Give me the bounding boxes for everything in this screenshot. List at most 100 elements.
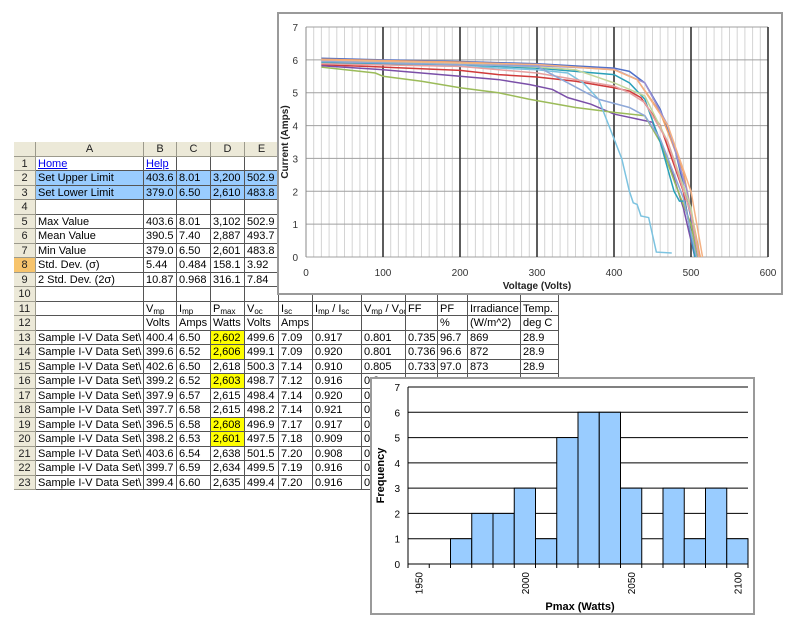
cell-d9[interactable]: 316.1 (211, 272, 245, 287)
cell-e5[interactable]: 502.9 (245, 214, 279, 229)
cell-i11[interactable]: FF (406, 301, 438, 316)
row-header-7[interactable]: 7 (14, 243, 36, 258)
cell-d15[interactable]: 2,618 (211, 359, 245, 374)
cell-c19[interactable]: 6.58 (177, 417, 211, 432)
pmax-histogram-chart[interactable]: 0 1 2 3 4 5 6 7 1950 2000 2050 2100 Pmax (Watts) Freq… (370, 377, 755, 615)
cell-g21[interactable]: 0.908 (313, 446, 362, 461)
cell-c14[interactable]: 6.52 (177, 345, 211, 360)
cell-b10[interactable] (144, 287, 177, 302)
cell-d19[interactable]: 2,608 (211, 417, 245, 432)
cell-b17[interactable]: 397.9 (144, 388, 177, 403)
cell-l11[interactable]: Temp. (521, 301, 559, 316)
row-header-23[interactable]: 23 (14, 475, 36, 490)
cell-k15[interactable]: 873 (468, 359, 521, 374)
select-all-corner[interactable] (14, 142, 36, 157)
cell-e22[interactable]: 499.5 (245, 461, 279, 476)
cell-i14[interactable]: 0.736 (406, 345, 438, 360)
cell-b19[interactable]: 396.5 (144, 417, 177, 432)
cell-a12[interactable] (36, 316, 144, 331)
row-header-18[interactable]: 18 (14, 403, 36, 418)
cell-a1[interactable]: Home (36, 156, 144, 171)
cell-f23[interactable]: 7.20 (279, 475, 313, 490)
cell-c4[interactable] (177, 200, 211, 215)
cell-d5[interactable]: 3,102 (211, 214, 245, 229)
cell-g23[interactable]: 0.916 (313, 475, 362, 490)
cell-a19[interactable]: Sample I-V Data Set\ (36, 417, 144, 432)
cell-a8[interactable]: Std. Dev. (σ) (36, 258, 144, 273)
cell-f17[interactable]: 7.14 (279, 388, 313, 403)
cell-e9[interactable]: 7.84 (245, 272, 279, 287)
cell-a6[interactable]: Mean Value (36, 229, 144, 244)
row-header-16[interactable]: 16 (14, 374, 36, 389)
cell-e18[interactable]: 498.2 (245, 403, 279, 418)
cell-c7[interactable]: 6.50 (177, 243, 211, 258)
cell-a4[interactable] (36, 200, 144, 215)
cell-b16[interactable]: 399.2 (144, 374, 177, 389)
row-header-12[interactable]: 12 (14, 316, 36, 331)
cell-b21[interactable]: 403.6 (144, 446, 177, 461)
cell-f19[interactable]: 7.17 (279, 417, 313, 432)
cell-e17[interactable]: 498.4 (245, 388, 279, 403)
cell-f14[interactable]: 7.09 (279, 345, 313, 360)
iv-curve-chart[interactable]: 0 100 200 300 400 500 600 0 1 2 3 4 5 6 7 Voltage (Volt… (277, 12, 783, 295)
cell-c2[interactable]: 8.01 (177, 171, 211, 186)
cell-b14[interactable]: 399.6 (144, 345, 177, 360)
row-header-4[interactable]: 4 (14, 200, 36, 215)
cell-e1[interactable] (245, 156, 279, 171)
cell-i13[interactable]: 0.735 (406, 330, 438, 345)
cell-e15[interactable]: 500.3 (245, 359, 279, 374)
row-header-9[interactable]: 9 (14, 272, 36, 287)
cell-e6[interactable]: 493.7 (245, 229, 279, 244)
cell-j12[interactable]: % (438, 316, 468, 331)
cell-f12[interactable]: Amps (279, 316, 313, 331)
link-home[interactable]: Home (38, 157, 68, 170)
cell-d21[interactable]: 2,638 (211, 446, 245, 461)
cell-g15[interactable]: 0.910 (313, 359, 362, 374)
cell-h14[interactable]: 0.801 (362, 345, 406, 360)
cell-c21[interactable]: 6.54 (177, 446, 211, 461)
cell-d13[interactable]: 2,602 (211, 330, 245, 345)
cell-c16[interactable]: 6.52 (177, 374, 211, 389)
cell-f15[interactable]: 7.14 (279, 359, 313, 374)
cell-c12[interactable]: Amps (177, 316, 211, 331)
cell-l14[interactable]: 28.9 (521, 345, 559, 360)
cell-g20[interactable]: 0.909 (313, 432, 362, 447)
cell-a2[interactable]: Set Upper Limit (36, 171, 144, 186)
cell-a20[interactable]: Sample I-V Data Set\ (36, 432, 144, 447)
row-header-17[interactable]: 17 (14, 388, 36, 403)
cell-e12[interactable]: Volts (245, 316, 279, 331)
row-header-13[interactable]: 13 (14, 330, 36, 345)
cell-a10[interactable] (36, 287, 144, 302)
cell-d2[interactable]: 3,200 (211, 171, 245, 186)
cell-e8[interactable]: 3.92 (245, 258, 279, 273)
cell-c11[interactable]: Imp (177, 301, 211, 316)
column-header-c[interactable]: C (177, 142, 211, 157)
cell-d8[interactable]: 158.1 (211, 258, 245, 273)
cell-c18[interactable]: 6.58 (177, 403, 211, 418)
row-header-6[interactable]: 6 (14, 229, 36, 244)
cell-c15[interactable]: 6.50 (177, 359, 211, 374)
row-header-10[interactable]: 10 (14, 287, 36, 302)
cell-e2[interactable]: 502.9 (245, 171, 279, 186)
cell-f18[interactable]: 7.14 (279, 403, 313, 418)
cell-e11[interactable]: Voc (245, 301, 279, 316)
cell-c13[interactable]: 6.50 (177, 330, 211, 345)
cell-b23[interactable]: 399.4 (144, 475, 177, 490)
cell-c20[interactable]: 6.53 (177, 432, 211, 447)
cell-c23[interactable]: 6.60 (177, 475, 211, 490)
cell-a11[interactable] (36, 301, 144, 316)
cell-g18[interactable]: 0.921 (313, 403, 362, 418)
cell-c17[interactable]: 6.57 (177, 388, 211, 403)
cell-b4[interactable] (144, 200, 177, 215)
cell-b5[interactable]: 403.6 (144, 214, 177, 229)
row-header-15[interactable]: 15 (14, 359, 36, 374)
cell-d3[interactable]: 2,610 (211, 185, 245, 200)
cell-e7[interactable]: 483.8 (245, 243, 279, 258)
cell-f20[interactable]: 7.18 (279, 432, 313, 447)
cell-i15[interactable]: 0.733 (406, 359, 438, 374)
row-header-22[interactable]: 22 (14, 461, 36, 476)
cell-f11[interactable]: Isc (279, 301, 313, 316)
cell-d4[interactable] (211, 200, 245, 215)
cell-k11[interactable]: Irradiance (468, 301, 521, 316)
column-header-b[interactable]: B (144, 142, 177, 157)
